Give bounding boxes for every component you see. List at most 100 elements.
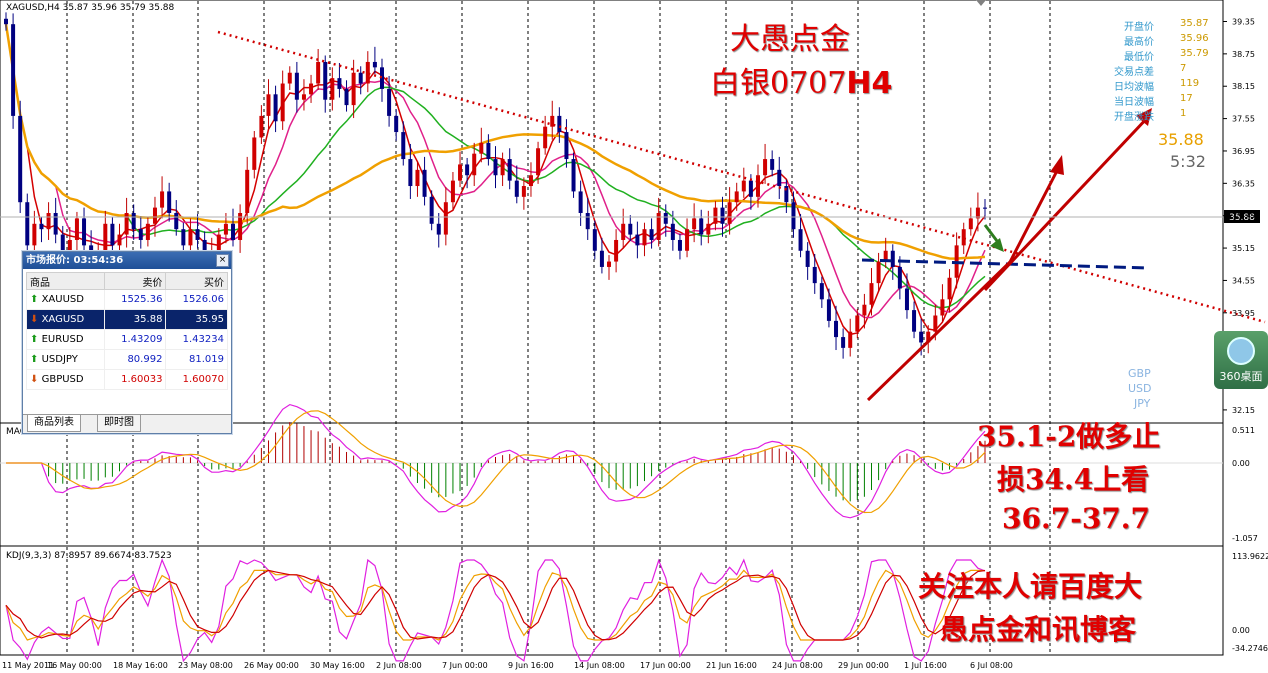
symbol-cell[interactable]: ⬆ USDJPY	[26, 349, 105, 370]
candle-body	[500, 159, 505, 176]
close-icon[interactable]: ×	[216, 254, 229, 267]
candle-body	[642, 229, 647, 246]
ask-cell[interactable]: 1526.06	[165, 289, 228, 310]
candle-body	[855, 315, 860, 332]
time-tick-label: 24 Jun 08:00	[772, 661, 823, 670]
candle-body	[656, 213, 661, 240]
info-row: 交易点差 7	[1100, 63, 1220, 78]
bid-cell[interactable]: 80.992	[103, 349, 167, 370]
candle-body	[387, 88, 392, 116]
bid-cell[interactable]: 1.43209	[103, 329, 167, 350]
bid-cell[interactable]: 1525.36	[103, 289, 167, 310]
price-tick-label: 38.75	[1232, 50, 1255, 59]
candle-body	[677, 239, 682, 251]
table-row[interactable]: ⬆ EURUSD 1.43209 1.43234	[26, 329, 228, 350]
desktop-360-badge[interactable]: 360桌面	[1214, 331, 1268, 389]
symbol-name: USDJPY	[41, 354, 78, 365]
arrow-head	[1050, 155, 1064, 175]
kdj-axis-label: 113.9622	[1232, 552, 1268, 561]
candle-body	[699, 218, 704, 235]
table-row[interactable]: ⬆ XAUUSD 1525.36 1526.06	[26, 289, 228, 310]
symbol-cell[interactable]: ⬇ XAGUSD	[26, 309, 105, 330]
symbol-cell[interactable]: ⬆ EURUSD	[26, 329, 105, 350]
time-tick-label: 7 Jun 00:00	[442, 661, 488, 670]
arrow-down-icon: ⬇	[30, 374, 39, 385]
info-value: 1	[1180, 108, 1187, 119]
candle-body	[848, 331, 853, 348]
candle-body	[805, 250, 810, 267]
ask-cell[interactable]: 81.019	[165, 349, 228, 370]
candle-body	[252, 137, 257, 170]
info-value: 7	[1180, 63, 1187, 74]
bid-cell[interactable]: 1.60033	[103, 369, 167, 390]
candle-body	[103, 223, 108, 251]
candle-body	[692, 218, 697, 230]
candle-body	[968, 218, 973, 230]
ask-cell[interactable]: 35.95	[165, 309, 228, 330]
table-row[interactable]: ⬆ USDJPY 80.992 81.019	[26, 349, 228, 370]
candle-body	[599, 250, 604, 267]
candle-body	[883, 250, 888, 262]
candle-body	[670, 223, 675, 240]
ask-cell[interactable]: 1.60070	[165, 369, 228, 390]
info-value: 35.79	[1180, 48, 1209, 59]
title-line-2: 白银0707H4	[710, 58, 892, 102]
candle-body	[763, 159, 768, 176]
info-label: 日均波幅	[1114, 82, 1154, 93]
time-tick-label: 14 Jun 08:00	[574, 661, 625, 670]
macd-line	[6, 403, 986, 519]
symbol-cell[interactable]: ⬆ XAUUSD	[26, 289, 105, 310]
candle-body	[493, 159, 498, 176]
arrow-up-icon: ⬆	[30, 334, 39, 345]
title-line-1: 大愚点金	[730, 22, 850, 57]
candle-body	[152, 207, 157, 224]
candle-body	[294, 72, 299, 100]
tab-tick-chart[interactable]: 即时图	[97, 415, 141, 432]
table-row[interactable]: ⬇ XAGUSD 35.88 35.95	[26, 309, 228, 330]
candle-body	[450, 180, 455, 203]
candle-body	[351, 72, 356, 106]
table-row[interactable]: ⬇ GBPUSD 1.60033 1.60070	[26, 369, 228, 390]
info-row: 开盘涨跌 1	[1100, 108, 1220, 123]
candle-body	[82, 218, 87, 246]
candle-body	[706, 223, 711, 235]
candle-body	[798, 229, 803, 251]
candle-body	[486, 142, 491, 160]
currency-tag-usd: USD	[1128, 382, 1152, 395]
column-header-bid[interactable]: 卖价	[103, 272, 167, 290]
price-tick-label: 37.55	[1232, 115, 1255, 124]
candle-body	[607, 261, 612, 267]
candle-body	[564, 132, 569, 160]
market-watch-table: 商品 卖价 买价 ⬆ XAUUSD 1525.36 1526.06 ⬇ XAGUSD 3…	[26, 272, 228, 390]
candle-body	[372, 61, 377, 68]
arrow-down-icon: ⬇	[30, 314, 39, 325]
candle-body	[174, 213, 179, 230]
symbol-cell[interactable]: ⬇ GBPUSD	[26, 369, 105, 390]
candle-body	[429, 196, 434, 224]
candle-body	[53, 213, 58, 235]
strategy-line-2: 损34.4上看	[997, 463, 1150, 496]
candle-body	[280, 83, 285, 122]
symbol-name: XAUUSD	[41, 294, 84, 305]
candle-body	[167, 191, 172, 213]
market-watch-window[interactable]: 市场报价: 03:54:36 × 商品 卖价 买价 ⬆ XAUUSD 1525.3…	[22, 251, 232, 434]
candle-body	[649, 229, 654, 240]
column-header-ask[interactable]: 买价	[165, 272, 228, 290]
tab-symbol-list[interactable]: 商品列表	[27, 415, 81, 432]
time-tick-label: 16 May 00:00	[47, 661, 102, 670]
column-header-symbol[interactable]: 商品	[26, 272, 105, 290]
candle-body	[145, 223, 150, 240]
candle-body	[628, 223, 633, 235]
macd-indicator	[0, 403, 1223, 519]
arrow-head-2	[1136, 108, 1152, 126]
ask-cell[interactable]: 1.43234	[165, 329, 228, 350]
candle-body	[550, 115, 555, 127]
candle-body	[181, 229, 186, 246]
candle-body	[528, 175, 533, 187]
info-row: 日均波幅 119	[1100, 78, 1220, 93]
price-tick-label: 34.55	[1232, 276, 1255, 285]
price-tick-label: 38.15	[1232, 82, 1255, 91]
bid-cell[interactable]: 35.88	[103, 309, 167, 330]
countdown: 5:32	[1170, 152, 1206, 171]
